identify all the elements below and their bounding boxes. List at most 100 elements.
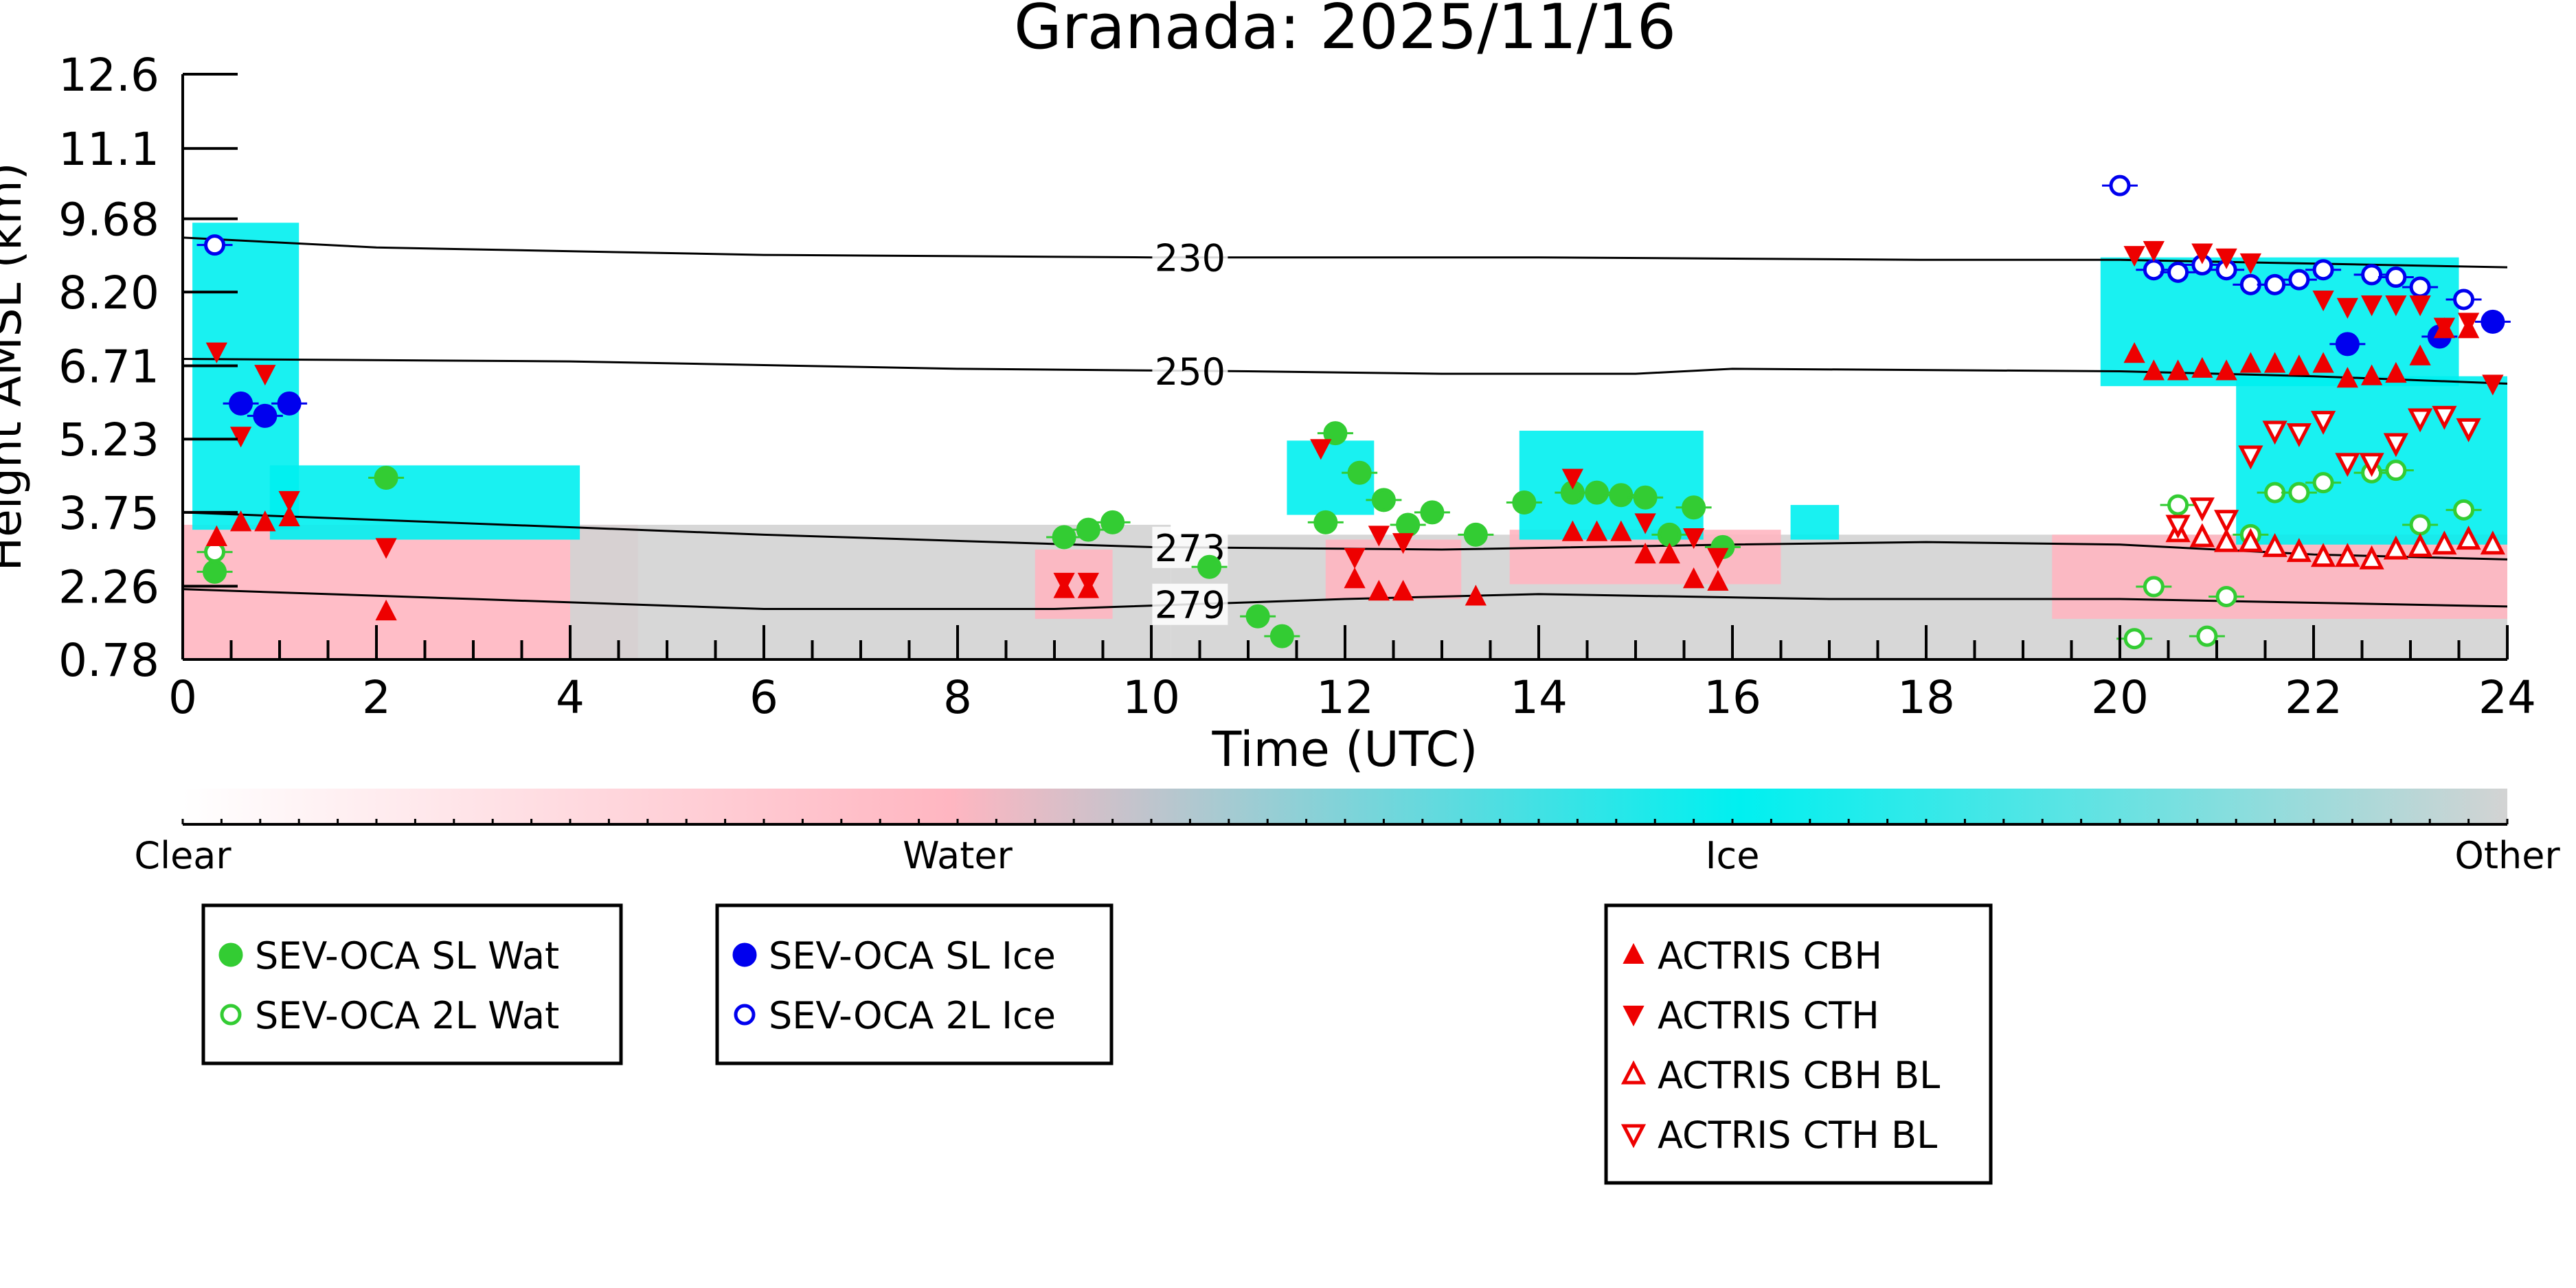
- data-point: [2123, 342, 2145, 363]
- x-ticks: 0 2 4 6 8 10 12 14 16 18 20 22 24: [168, 625, 2536, 724]
- data-point: [204, 234, 226, 256]
- data-point: [2264, 273, 2286, 295]
- data-point: [2239, 253, 2261, 275]
- data-point: [1512, 490, 1537, 515]
- data-point: [1371, 488, 1396, 512]
- legend-frame: [715, 903, 1114, 1065]
- data-point: [2239, 273, 2261, 295]
- data-point: [1463, 522, 1488, 547]
- data-point: [2191, 243, 2213, 264]
- data-point: [2480, 530, 2505, 555]
- cloud-mask-ice: [1790, 505, 1840, 540]
- data-point: [2312, 352, 2334, 373]
- y-tick-label: 5.23: [58, 414, 159, 466]
- x-axis-label: Time (UTC): [1212, 721, 1478, 778]
- y-tick-label: 11.1: [58, 123, 159, 176]
- data-point: [2213, 528, 2239, 552]
- data-point: [1245, 604, 1270, 629]
- data-point: [2359, 453, 2384, 477]
- legend-label: SEV-OCA 2L Wat: [255, 994, 559, 1037]
- data-point: [1561, 468, 1583, 490]
- data-point: [1585, 520, 1608, 541]
- data-point: [1392, 533, 1414, 554]
- data-point: [2407, 532, 2433, 557]
- data-point: [2457, 313, 2480, 334]
- x-tick-label: 24: [2478, 671, 2536, 724]
- data-point: [2335, 543, 2360, 567]
- data-point: [2167, 359, 2189, 381]
- data-point: [1682, 528, 1705, 550]
- colorbar-label: Water: [903, 834, 1013, 877]
- data-point: [2143, 240, 2165, 262]
- data-point: [2215, 359, 2237, 381]
- data-point: [203, 559, 227, 584]
- data-point: [2335, 453, 2360, 477]
- data-point: [1585, 480, 1609, 505]
- data-points: [196, 174, 2511, 650]
- data-point: [2312, 290, 2334, 312]
- data-point: [2360, 295, 2383, 317]
- colorbar: [183, 789, 2507, 824]
- y-tick-label: 3.75: [58, 487, 159, 540]
- legend-label: ACTRIS CTH: [1658, 994, 1879, 1037]
- legend-label: ACTRIS CTH BL: [1658, 1114, 1937, 1157]
- data-point: [254, 510, 276, 532]
- data-point: [2143, 259, 2165, 281]
- data-point: [1310, 439, 1332, 460]
- data-point: [2143, 576, 2165, 598]
- data-point: [1609, 483, 1634, 508]
- data-point: [2239, 352, 2261, 373]
- data-point: [1076, 517, 1100, 542]
- data-point: [2310, 543, 2336, 567]
- data-point: [2432, 530, 2457, 555]
- legend-frame: [201, 903, 623, 1065]
- data-point: [2409, 514, 2431, 536]
- legend-box: SEV-OCA SL Wat SEV-OCA 2L Wat: [201, 903, 623, 1065]
- data-point: [278, 505, 300, 527]
- x-tick-label: 8: [943, 671, 972, 724]
- data-point: [1707, 547, 1729, 569]
- data-point: [2409, 344, 2431, 365]
- data-point: [2123, 628, 2145, 650]
- data-point: [2288, 269, 2310, 291]
- data-point: [277, 391, 302, 416]
- data-point: [205, 342, 227, 363]
- x-tick-label: 6: [749, 671, 778, 724]
- isotherm-label: 230: [1155, 237, 1225, 280]
- data-point: [2288, 354, 2310, 376]
- y-ticks: 0.78 2.26 3.75 5.23 6.71 8.20 9.68 11.1 12.6: [58, 49, 238, 687]
- y-tick-label: 0.78: [58, 634, 159, 687]
- x-tick-label: 0: [168, 671, 197, 724]
- data-point: [1100, 510, 1125, 534]
- series-actris-cth: [205, 240, 2504, 594]
- data-point: [2288, 482, 2310, 504]
- isotherm-label: 279: [1155, 584, 1225, 627]
- data-point: [1634, 513, 1656, 534]
- data-point: [1347, 460, 1372, 485]
- data-point: [229, 427, 252, 448]
- data-point: [254, 365, 276, 386]
- data-point: [2167, 261, 2189, 283]
- legend-marker: [1620, 1124, 1647, 1149]
- data-point: [2109, 174, 2131, 196]
- data-point: [375, 538, 397, 559]
- colorbar-label: Ice: [1706, 834, 1760, 877]
- data-point: [2407, 408, 2433, 433]
- data-point: [1682, 495, 1706, 520]
- legend-label: SEV-OCA SL Ice: [769, 934, 1056, 978]
- data-point: [278, 490, 300, 512]
- legend-box: SEV-OCA SL Ice SEV-OCA 2L Ice: [715, 903, 1114, 1065]
- series-actris-cbh: [205, 317, 2480, 621]
- colorbar-label: Other: [2454, 834, 2560, 877]
- legend-marker: [218, 942, 243, 967]
- data-point: [2335, 332, 2360, 357]
- data-point: [2482, 374, 2504, 396]
- data-point: [2360, 364, 2383, 385]
- data-point: [2262, 532, 2287, 557]
- data-point: [2286, 538, 2312, 563]
- isotherm-label-bg: [1152, 236, 1228, 278]
- y-tick-label: 12.6: [58, 49, 159, 102]
- data-point: [2336, 297, 2358, 319]
- y-tick-label: 6.71: [58, 341, 159, 394]
